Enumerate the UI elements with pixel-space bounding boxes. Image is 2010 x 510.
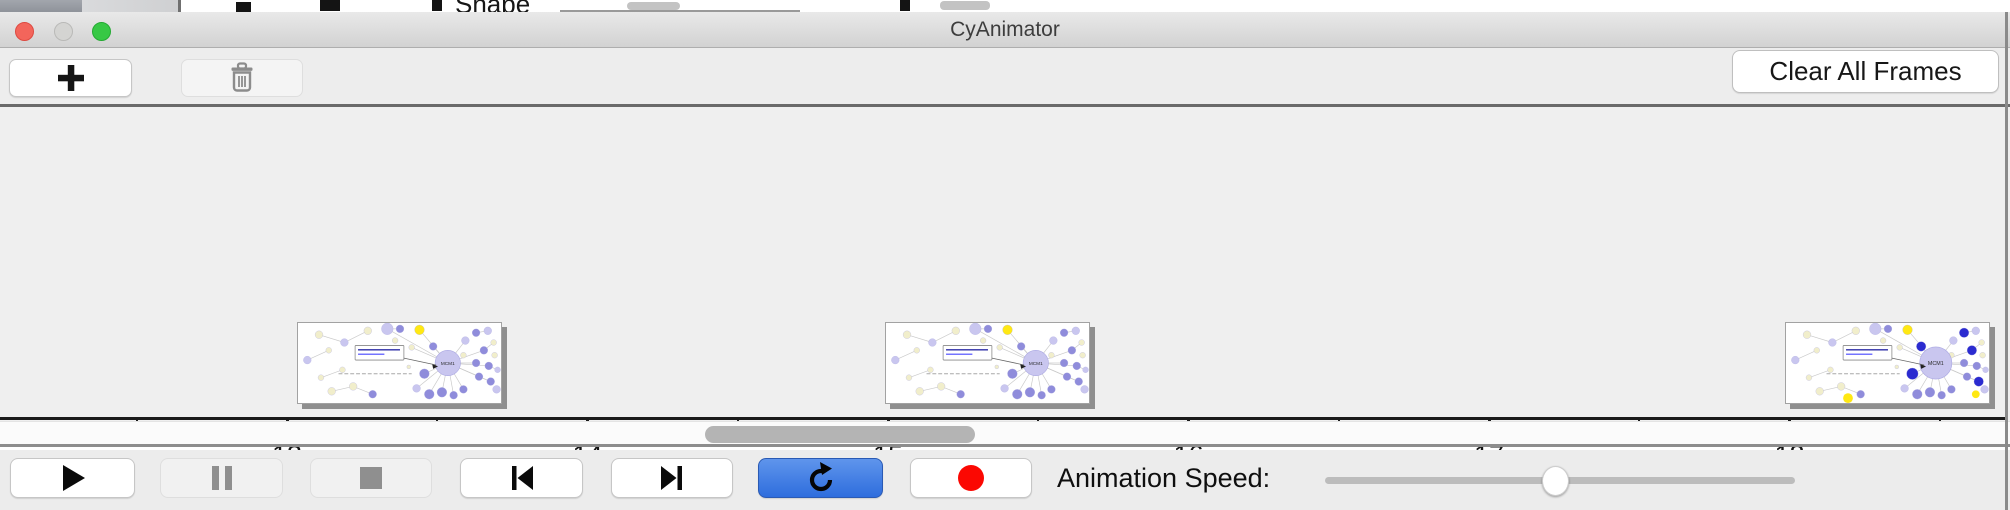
title-bar: CyAnimator (0, 12, 2010, 48)
play-icon (62, 465, 85, 491)
zoom-button[interactable] (92, 22, 111, 41)
background-app-strip: Shape (0, 0, 2010, 12)
background-glyph-fragment (236, 2, 251, 12)
skip-to-start-icon (511, 466, 533, 490)
play-button[interactable] (10, 458, 135, 498)
animation-speed-label: Animation Speed: (1057, 463, 1271, 493)
trash-icon (231, 62, 253, 92)
network-preview: MCM1 (891, 323, 1089, 400)
skip-to-start-button[interactable] (460, 458, 583, 498)
loop-button[interactable] (758, 458, 883, 498)
svg-text:MCM1: MCM1 (1928, 361, 1944, 367)
clear-all-frames-button[interactable]: Clear All Frames (1732, 50, 1999, 93)
divider (560, 10, 800, 12)
background-window-titlebar (82, 0, 178, 12)
minimize-button[interactable] (54, 22, 73, 41)
frame-thumbnail[interactable]: MCM1 (1785, 322, 1990, 404)
time-ruler (0, 417, 2007, 420)
background-glyph-fragment (900, 0, 910, 11)
delete-frame-button[interactable] (181, 59, 303, 97)
background-partial-label: Shape (455, 0, 530, 12)
skip-to-end-button[interactable] (611, 458, 733, 498)
frame-thumbnail[interactable]: MCM1 (297, 322, 502, 404)
network-preview: MCM1 (303, 323, 501, 400)
animation-speed-slider-thumb[interactable] (1541, 466, 1569, 496)
background-glyph-fragment (320, 0, 340, 11)
record-icon (958, 465, 984, 491)
background-scrollbar-knob (940, 1, 990, 10)
pause-icon (211, 466, 232, 490)
plus-icon (57, 65, 84, 91)
close-button[interactable] (15, 22, 34, 41)
pause-button[interactable] (160, 458, 283, 498)
background-glyph-fragment (432, 0, 442, 11)
timeline-scrollbar[interactable] (0, 421, 2010, 447)
background-window-corner (0, 0, 82, 12)
frame-thumbnail[interactable]: MCM1 (885, 322, 1090, 404)
svg-text:MCM1: MCM1 (1029, 361, 1043, 366)
timeline-scrollbar-thumb[interactable] (705, 426, 975, 443)
window-title: CyAnimator (950, 18, 1060, 41)
svg-text:MCM1: MCM1 (441, 361, 455, 366)
stop-icon (360, 467, 382, 489)
divider (178, 0, 181, 12)
window-border (2005, 12, 2008, 510)
skip-to-end-icon (661, 466, 682, 490)
network-preview: MCM1 (1791, 323, 1989, 403)
playback-bar: Animation Speed: (0, 450, 2010, 510)
frame-toolbar: Clear All Frames (0, 48, 2010, 107)
stop-button[interactable] (310, 458, 432, 498)
background-scrollbar-knob (627, 2, 680, 10)
record-button[interactable] (910, 458, 1032, 498)
loop-icon (809, 462, 832, 492)
add-frame-button[interactable] (9, 59, 132, 97)
